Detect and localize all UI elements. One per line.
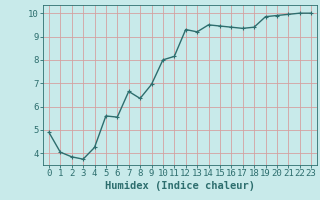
X-axis label: Humidex (Indice chaleur): Humidex (Indice chaleur) — [105, 181, 255, 191]
